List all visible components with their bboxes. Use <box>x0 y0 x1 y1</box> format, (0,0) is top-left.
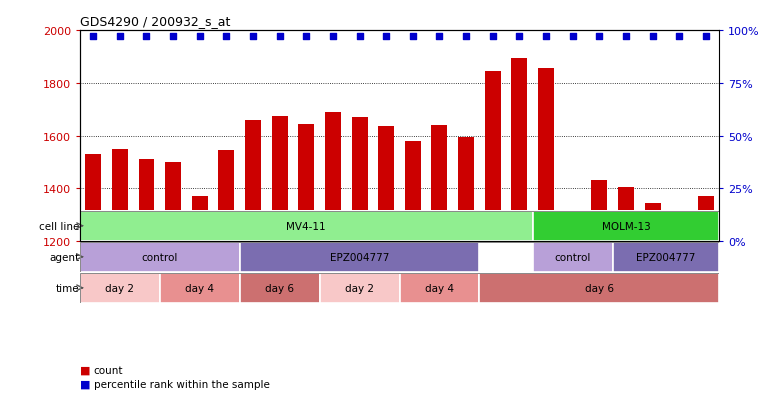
Bar <box>80 242 240 272</box>
Point <box>619 34 632 40</box>
Bar <box>165 163 181 242</box>
Bar <box>272 116 288 242</box>
Bar <box>533 242 613 272</box>
Bar <box>325 113 341 242</box>
Text: agent: agent <box>49 252 79 262</box>
Text: percentile rank within the sample: percentile rank within the sample <box>94 379 269 389</box>
Bar <box>645 204 661 242</box>
Point <box>140 34 152 40</box>
Text: day 4: day 4 <box>185 283 215 293</box>
Text: count: count <box>94 365 123 375</box>
Point <box>221 34 233 40</box>
Text: EPZ004777: EPZ004777 <box>330 252 390 262</box>
Bar <box>698 197 714 242</box>
Bar <box>400 273 479 303</box>
Bar <box>511 59 527 242</box>
Point <box>460 34 473 40</box>
Text: ■: ■ <box>80 379 91 389</box>
Bar <box>245 121 261 242</box>
Point <box>487 34 499 40</box>
Point <box>247 34 259 40</box>
Text: MV4-11: MV4-11 <box>286 221 326 231</box>
Bar <box>458 138 474 242</box>
Text: MOLM-13: MOLM-13 <box>601 221 651 231</box>
Text: GDS4290 / 200932_s_at: GDS4290 / 200932_s_at <box>80 15 231 28</box>
Bar <box>240 242 479 272</box>
Bar <box>671 239 687 242</box>
Point <box>700 34 712 40</box>
Bar <box>479 273 719 303</box>
Point <box>407 34 419 40</box>
Point <box>647 34 659 40</box>
Bar <box>431 126 447 242</box>
Point <box>594 34 606 40</box>
Bar <box>112 150 128 242</box>
Bar <box>218 151 234 242</box>
Bar <box>160 273 240 303</box>
Bar <box>192 197 208 242</box>
Bar <box>613 242 719 272</box>
Point <box>540 34 552 40</box>
Bar <box>405 142 421 242</box>
Bar <box>298 124 314 242</box>
Bar <box>538 69 554 242</box>
Text: control: control <box>142 252 178 262</box>
Point <box>673 34 686 40</box>
Bar <box>80 273 160 303</box>
Bar <box>320 273 400 303</box>
Bar <box>533 211 719 241</box>
Bar <box>485 72 501 242</box>
Point <box>167 34 180 40</box>
Point <box>327 34 339 40</box>
Bar <box>85 155 101 242</box>
Point <box>193 34 205 40</box>
Bar <box>378 127 394 242</box>
Text: EPZ004777: EPZ004777 <box>636 252 696 262</box>
Point <box>114 34 126 40</box>
Point <box>434 34 446 40</box>
Point <box>274 34 286 40</box>
Point <box>353 34 365 40</box>
Bar <box>139 160 154 242</box>
Point <box>566 34 579 40</box>
Text: ■: ■ <box>80 365 91 375</box>
Point <box>300 34 313 40</box>
Text: day 2: day 2 <box>105 283 135 293</box>
Point <box>87 34 99 40</box>
Bar <box>240 273 320 303</box>
Bar <box>618 188 634 242</box>
Text: day 4: day 4 <box>425 283 454 293</box>
Bar <box>80 211 533 241</box>
Text: day 2: day 2 <box>345 283 374 293</box>
Bar <box>352 118 368 242</box>
Text: control: control <box>555 252 591 262</box>
Point <box>514 34 526 40</box>
Text: time: time <box>56 283 79 293</box>
Text: day 6: day 6 <box>584 283 614 293</box>
Bar <box>591 181 607 242</box>
Point <box>380 34 393 40</box>
Bar <box>565 223 581 242</box>
Text: day 6: day 6 <box>265 283 295 293</box>
Text: cell line: cell line <box>39 221 79 231</box>
